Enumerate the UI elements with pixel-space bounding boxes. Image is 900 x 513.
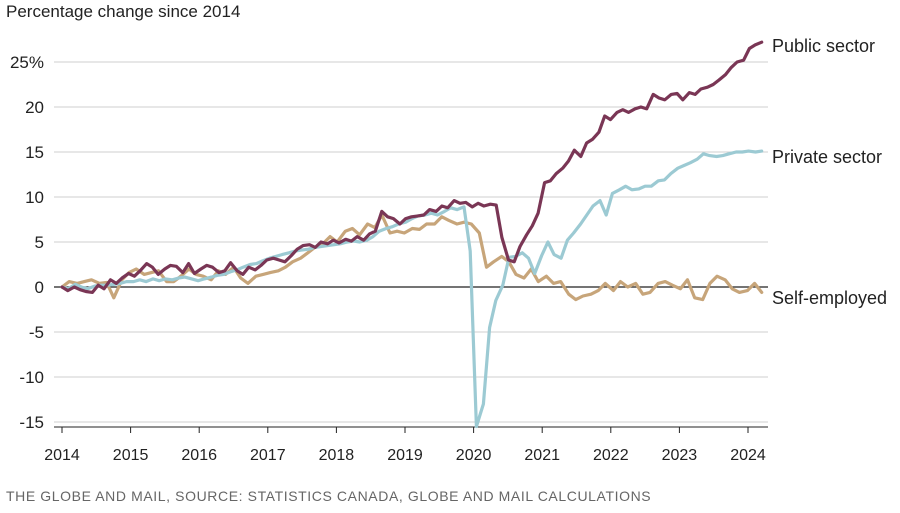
y-tick-label: -15 [19,413,44,432]
x-tick-label: 2021 [524,447,560,464]
series-line-private [60,149,764,429]
y-tick-label: -5 [29,323,44,342]
y-axis-ticks: 25% 20 15 10 5 0 -5 -10 -15 [10,53,44,432]
series-line-public [60,40,764,294]
y-tick-label: 10 [25,188,44,207]
x-tick-label: 2020 [456,447,492,464]
series-labels: Self-employed Private sector Public sector [772,36,887,308]
y-tick-label: 15 [25,143,44,162]
x-tick-label: 2016 [181,447,217,464]
x-axis-ticks: 2014 2015 2016 2017 2018 2019 2020 2021 2022 2023… [44,427,766,464]
series-label-public: Public sector [772,36,875,56]
x-tick-label: 2015 [113,447,149,464]
x-tick-label: 2022 [593,447,629,464]
y-tick-label: -10 [19,368,44,387]
x-tick-label: 2017 [250,447,286,464]
series-label-self-employed: Self-employed [772,288,887,308]
x-tick-label: 2024 [730,447,766,464]
series-lines [60,40,764,429]
y-tick-label: 5 [35,233,44,252]
x-tick-label: 2019 [387,447,423,464]
y-tick-label: 25% [10,53,44,72]
chart-title: Percentage change since 2014 [6,2,241,21]
series-label-private: Private sector [772,147,882,167]
source-note: THE GLOBE AND MAIL, SOURCE: STATISTICS C… [6,488,652,504]
y-tick-label: 0 [35,278,44,297]
x-tick-label: 2014 [44,447,80,464]
y-tick-label: 20 [25,98,44,117]
x-tick-label: 2018 [319,447,355,464]
x-tick-label: 2023 [662,447,698,464]
gridlines [54,61,768,428]
